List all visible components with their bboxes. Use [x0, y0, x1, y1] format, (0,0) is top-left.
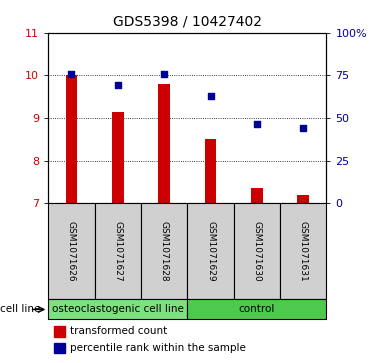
Point [69, 71, 75, 77]
Text: GSM1071628: GSM1071628 [160, 221, 169, 282]
Bar [54, 343, 65, 353]
Bar [66, 75, 77, 203]
Bar [234, 203, 280, 299]
Bar [298, 195, 309, 203]
Text: osteoclastogenic cell line: osteoclastogenic cell line [52, 305, 184, 314]
Text: GSM1071629: GSM1071629 [206, 221, 215, 282]
Bar [280, 203, 326, 299]
Point [208, 93, 214, 99]
Bar [48, 299, 187, 319]
Text: GSM1071627: GSM1071627 [113, 221, 122, 282]
Bar [48, 203, 95, 299]
Text: GSM1071630: GSM1071630 [252, 221, 262, 282]
Bar [112, 111, 124, 203]
Text: GSM1071631: GSM1071631 [299, 221, 308, 282]
Bar [187, 299, 326, 319]
Text: percentile rank within the sample: percentile rank within the sample [70, 343, 246, 353]
Point [301, 125, 306, 131]
Text: transformed count: transformed count [70, 326, 168, 337]
Text: cell line: cell line [0, 305, 41, 314]
Title: GDS5398 / 10427402: GDS5398 / 10427402 [113, 15, 262, 29]
Point [254, 121, 260, 127]
Bar [95, 203, 141, 299]
Text: GSM1071626: GSM1071626 [67, 221, 76, 282]
Bar [251, 188, 263, 203]
Bar [205, 139, 216, 203]
Text: control: control [239, 305, 275, 314]
Point [115, 82, 121, 87]
Bar [187, 203, 234, 299]
Bar [141, 203, 187, 299]
Bar [158, 84, 170, 203]
Bar [54, 326, 65, 337]
Point [161, 72, 167, 77]
